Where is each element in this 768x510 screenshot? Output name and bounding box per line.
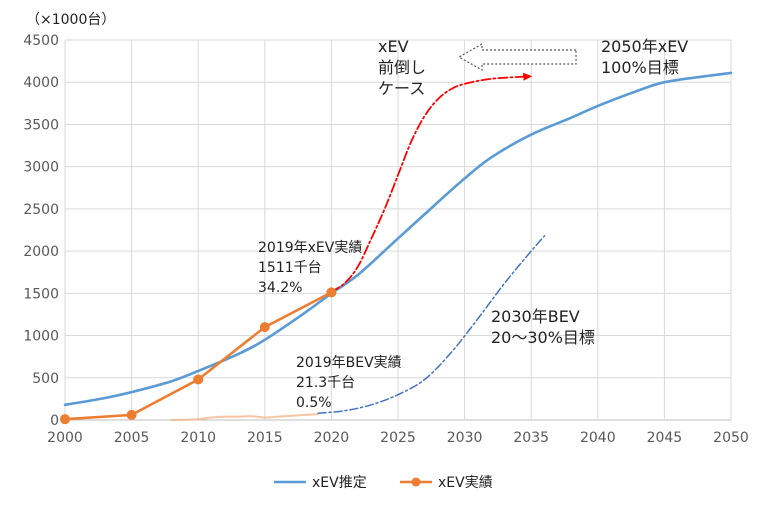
xev-actual-marker bbox=[60, 414, 70, 425]
annotation-early-line: ケース bbox=[378, 79, 425, 98]
y-tick-label: 3000 bbox=[23, 160, 59, 176]
x-tick-label: 2030 bbox=[447, 430, 483, 446]
annotation-target2050-line: 100%目標 bbox=[601, 58, 679, 77]
annotation-xev2019-line: 34.2% bbox=[258, 280, 302, 296]
gridlines bbox=[64, 39, 732, 421]
legend-label-actual: xEV実績 bbox=[438, 475, 493, 491]
y-tick-labels: 0 500 1000 1500 2000 2500 3000 3500 4000 4500 bbox=[23, 33, 59, 429]
xev-early-case-line bbox=[330, 72, 533, 293]
x-tick-label: 2015 bbox=[247, 430, 283, 446]
annotation-bev2019-line: 21.3千台 bbox=[296, 375, 355, 391]
xev-actual-marker bbox=[126, 409, 137, 420]
y-tick-label: 500 bbox=[32, 371, 59, 387]
x-tick-label: 2040 bbox=[580, 430, 616, 446]
x-tick-label: 2010 bbox=[180, 430, 216, 446]
y-tick-label: 2500 bbox=[23, 202, 59, 218]
annotation-bev2030-line: 2030年BEV bbox=[491, 307, 580, 326]
series-layer bbox=[60, 71, 733, 425]
y-tick-label: 1000 bbox=[23, 329, 59, 345]
xev-actual-marker bbox=[259, 322, 270, 333]
annotation-bev2030-line: 20〜30%目標 bbox=[491, 328, 595, 347]
annotations: 2019年xEV実績 1511千台 34.2% 2019年BEV実績 21.3千台 0.5… bbox=[258, 37, 688, 411]
annotation-target2050-line: 2050年xEV bbox=[601, 37, 688, 56]
annotation-xev2019-line: 2019年xEV実績 bbox=[258, 240, 362, 256]
x-tick-labels: 2000 2005 2010 2015 2020 2025 2030 2035 2040 2045… bbox=[47, 430, 749, 446]
bev-target-line bbox=[317, 235, 546, 414]
y-tick-label: 3500 bbox=[23, 117, 59, 133]
y-tick-label: 1500 bbox=[23, 286, 59, 302]
annotation-xev2019-line: 1511千台 bbox=[258, 260, 322, 276]
y-tick-label: 0 bbox=[50, 413, 59, 429]
hollow-arrow-icon bbox=[457, 42, 577, 72]
xev-estimate-line bbox=[63, 71, 733, 407]
x-tick-label: 2020 bbox=[314, 430, 350, 446]
annotation-early-line: 前倒し bbox=[378, 58, 426, 77]
x-tick-label: 2000 bbox=[47, 430, 83, 446]
annotation-early-line: xEV bbox=[378, 37, 409, 56]
y-tick-label: 2000 bbox=[23, 244, 59, 260]
x-tick-label: 2025 bbox=[380, 430, 416, 446]
y-tick-label: 4500 bbox=[23, 33, 59, 49]
legend-label-estimate: xEV推定 bbox=[312, 475, 367, 491]
legend: xEV推定 xEV実績 bbox=[274, 475, 493, 491]
annotation-bev2019-line: 2019年BEV実績 bbox=[296, 355, 402, 371]
x-tick-label: 2005 bbox=[114, 430, 150, 446]
x-tick-label: 2050 bbox=[713, 430, 749, 446]
bev-actual-line bbox=[170, 413, 320, 421]
y-axis-label: （×1000台） bbox=[26, 12, 115, 28]
xev-actual-marker bbox=[326, 287, 337, 298]
annotation-bev2019-line: 0.5% bbox=[296, 395, 332, 411]
x-tick-label: 2045 bbox=[647, 430, 683, 446]
y-tick-label: 4000 bbox=[23, 75, 59, 91]
legend-marker-actual bbox=[411, 477, 421, 487]
x-tick-label: 2035 bbox=[513, 430, 549, 446]
xev-actual-marker bbox=[193, 374, 204, 385]
